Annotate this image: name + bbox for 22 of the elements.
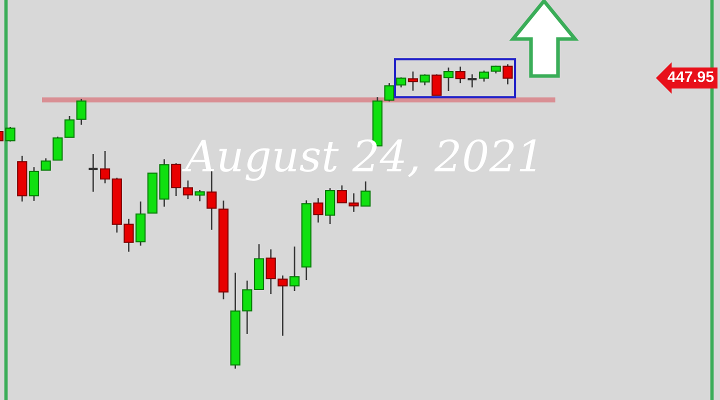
candlestick — [76, 98, 86, 126]
candlestick — [408, 70, 418, 92]
text: 447.95 — [668, 71, 714, 82]
candlestick — [289, 246, 300, 292]
candlestick — [478, 70, 490, 82]
candlestick — [40, 158, 51, 171]
candlestick — [52, 136, 63, 161]
candlestick — [100, 150, 110, 184]
candlestick — [384, 82, 394, 102]
candlestick — [455, 66, 466, 84]
candlestick — [5, 126, 16, 142]
candlestick — [360, 180, 371, 207]
candlestick — [443, 66, 454, 92]
candlestick — [88, 153, 99, 192]
candlestick — [502, 64, 513, 86]
candlestick — [171, 162, 182, 197]
candlestick — [466, 74, 478, 88]
candlestick — [64, 115, 75, 138]
candlestick — [432, 74, 442, 96]
candlestick — [182, 180, 193, 200]
candlestick — [194, 189, 205, 202]
candlestick — [313, 197, 324, 224]
